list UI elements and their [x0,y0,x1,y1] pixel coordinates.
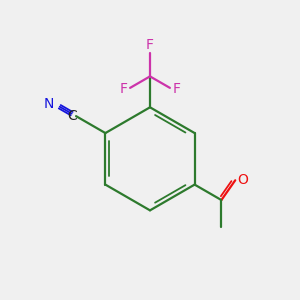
Text: C: C [67,109,77,123]
Text: F: F [120,82,128,96]
Text: N: N [44,97,54,111]
Text: F: F [146,38,154,52]
Text: F: F [172,82,180,96]
Text: O: O [237,173,248,187]
